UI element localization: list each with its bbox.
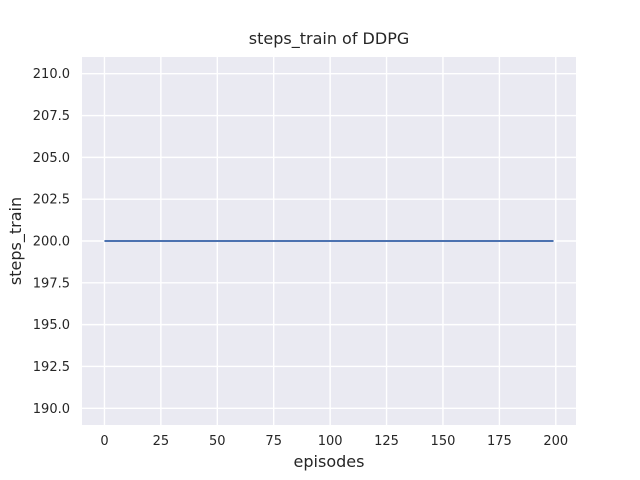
x-tick-label: 125 (374, 434, 399, 449)
y-tick-label: 205.0 (33, 151, 70, 166)
y-axis-label: steps_train (6, 197, 26, 285)
x-tick-label: 175 (487, 434, 512, 449)
y-tick-label: 192.5 (33, 360, 70, 375)
x-axis-label: episodes (294, 452, 365, 471)
y-tick-label: 202.5 (33, 193, 70, 208)
x-tick-label: 100 (318, 434, 343, 449)
y-tick-label: 190.0 (33, 402, 70, 417)
y-tick-label: 200.0 (33, 235, 70, 250)
chart-layer: 0 25 50 75 100 125 150 175 200 190.0 192.5 195.0 197… (33, 57, 576, 449)
x-tick-label: 200 (543, 434, 568, 449)
x-tick-label: 75 (265, 434, 282, 449)
x-tick-label: 150 (431, 434, 456, 449)
x-tick-label: 50 (209, 434, 226, 449)
x-tick-label: 0 (100, 434, 108, 449)
y-tick-label: 195.0 (33, 318, 70, 333)
y-tick-label: 207.5 (33, 109, 70, 124)
x-tick-label: 25 (153, 434, 170, 449)
y-tick-label: 197.5 (33, 276, 70, 291)
chart-title: steps_train of DDPG (249, 29, 409, 49)
y-tick-label: 210.0 (33, 67, 70, 82)
